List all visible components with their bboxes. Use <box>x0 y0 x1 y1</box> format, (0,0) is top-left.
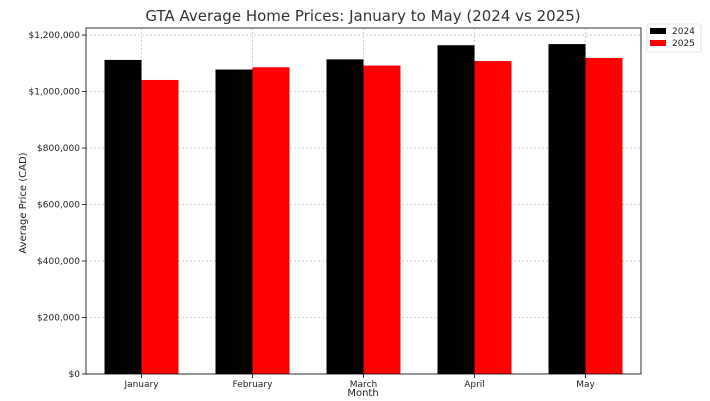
chart-title: GTA Average Home Prices: January to May … <box>145 7 580 25</box>
y-tick-label: $0 <box>69 370 81 380</box>
axis-layer: $0 $200,000 $400,000 $600,000 $800,000 $1,000… <box>28 27 642 390</box>
bar-2025-january <box>141 79 179 374</box>
bar-2025-april <box>474 61 512 374</box>
bar-2024-april <box>437 45 475 374</box>
x-tick-label: March <box>350 380 377 390</box>
bar-2024-february <box>215 69 253 375</box>
y-tick-label: $400,000 <box>37 257 80 267</box>
legend-label-2025: 2025 <box>672 39 695 49</box>
bar-2025-may <box>585 57 623 375</box>
bar-2024-may <box>548 44 586 375</box>
x-tick-label: January <box>123 380 159 390</box>
x-tick-label: May <box>576 380 595 390</box>
x-axis-label: Month <box>347 388 378 399</box>
x-tick-label: April <box>464 380 485 390</box>
bar-2024-january <box>104 59 142 374</box>
legend-swatch-2025 <box>650 40 666 46</box>
y-tick-label: $1,200,000 <box>28 31 80 41</box>
bars-layer <box>104 44 623 375</box>
y-tick-label: $200,000 <box>37 314 80 324</box>
bar-2024-march <box>326 59 364 374</box>
plot-frame <box>85 27 642 375</box>
x-tick-label: February <box>233 380 274 390</box>
bar-2025-february <box>252 67 290 374</box>
y-tick-label: $600,000 <box>37 201 80 211</box>
legend: 2024 2025 <box>646 23 702 53</box>
bar-2025-march <box>363 65 401 375</box>
y-axis-label: Average Price (CAD) <box>18 152 29 253</box>
legend-label-2024: 2024 <box>672 27 695 37</box>
y-tick-label: $1,000,000 <box>28 88 80 98</box>
y-tick-label: $800,000 <box>37 144 80 154</box>
legend-swatch-2024 <box>650 28 666 34</box>
